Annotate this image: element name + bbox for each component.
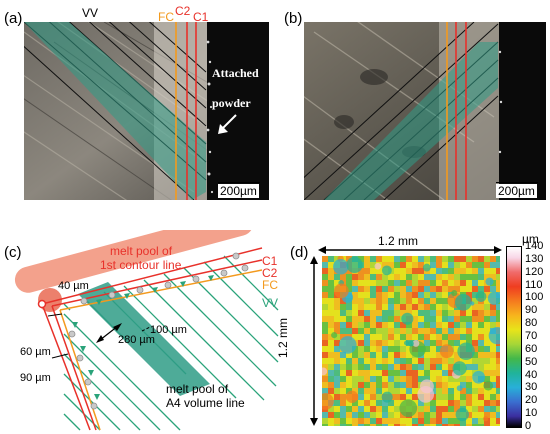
colorbar-tick-label: 80: [525, 317, 538, 330]
colorbar-tick-label: 120: [525, 265, 544, 278]
colorbar-tick-label: 30: [525, 381, 538, 394]
dim-280um-label: 280 µm: [118, 334, 155, 346]
contour-melt-pool: [14, 230, 254, 293]
contour-melt-pool-label-line1: melt pool of: [110, 244, 173, 258]
dim-100um-label: 100 µm: [150, 324, 187, 336]
panel-a-label: (a): [4, 10, 23, 27]
attached-powder-label-line2: powder: [212, 96, 251, 110]
dim-40um-label: 40 µm: [58, 280, 89, 292]
colorbar-tick-label: 70: [525, 330, 538, 342]
colorbar-tick-label: 40: [525, 368, 538, 381]
colorbar-unit: µm: [522, 232, 539, 246]
colorbar: [506, 246, 522, 428]
panel-c-fc-label: FC: [262, 278, 278, 292]
panel-c-label: (c): [4, 244, 22, 261]
panel-a-scalebar: [218, 182, 260, 183]
colorbar-tick-label: 0: [525, 420, 532, 432]
attached-powder-label-line1: Attached: [212, 66, 259, 80]
panel-b-scale-label: 200µm: [496, 184, 537, 198]
micrograph-a: [24, 22, 269, 200]
vv-hatch-lines: [63, 255, 279, 431]
colorbar-tick-label: 10: [525, 407, 538, 420]
colorbar-tick-label: 130: [525, 252, 544, 265]
panel-c-c1-label: C1: [262, 254, 278, 268]
schematic-c: [14, 230, 279, 431]
height-map-image: [322, 256, 500, 426]
contour-melt-pool-label-line2: 1st contour line: [100, 258, 182, 272]
colorbar-tick-label: 100: [525, 291, 544, 304]
micrograph-a-image: [24, 22, 269, 200]
micrograph-b: [304, 22, 546, 200]
width-dimension-arrow: [318, 246, 502, 254]
panel-a-c2-label: C2: [175, 4, 191, 18]
panel-a-c1-label: C1: [193, 10, 209, 24]
micrograph-b-image: [304, 22, 546, 200]
volume-melt-pool-label-line2: A4 volume line: [166, 396, 245, 410]
panel-c-c2-label: C2: [262, 266, 278, 280]
colorbar-tick-label: 20: [525, 394, 538, 407]
dim-90um-label: 90 µm: [20, 372, 51, 384]
panel-a-scale-label: 200µm: [218, 184, 259, 198]
colorbar-tick-label: 60: [525, 342, 538, 355]
height-label: 1.2 mm: [276, 317, 290, 358]
panel-b-scalebar: [496, 182, 538, 183]
attached-powder-arrow-icon: [218, 114, 237, 134]
colorbar-tick-label: 110: [525, 278, 543, 291]
volume-melt-pool: [78, 282, 210, 396]
colorbar-tick-label: 50: [525, 355, 538, 368]
panel-a-fc-label: FC: [158, 10, 174, 24]
height-map: [322, 256, 500, 426]
panel-d-label: (d): [290, 244, 309, 261]
panel-a-vv-label: VV: [82, 6, 99, 20]
dim-60um-label: 60 µm: [20, 346, 51, 358]
panel-b-label: (b): [284, 10, 303, 27]
volume-melt-pool-label-line1: melt pool of: [166, 382, 229, 396]
panel-c-vv-label: VV: [262, 296, 279, 310]
width-label: 1.2 mm: [378, 234, 419, 248]
colorbar-tick-label: 90: [525, 304, 538, 317]
colorbar-tick-label: 140: [525, 240, 544, 252]
height-dimension-arrow: [310, 256, 318, 426]
